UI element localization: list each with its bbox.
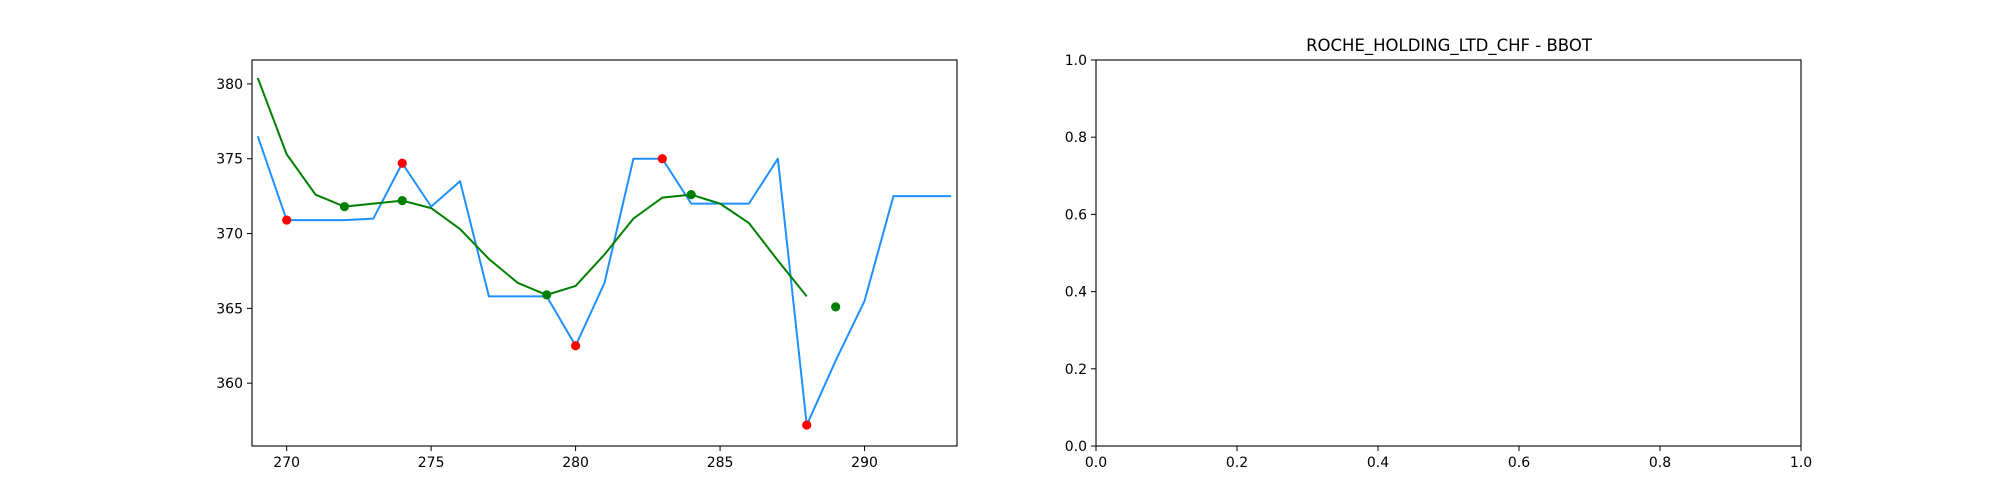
y-tick-label: 0.6 (1065, 207, 1087, 223)
y-tick-label: 0.0 (1065, 439, 1087, 455)
right-chart-title: ROCHE_HOLDING_LTD_CHF - BBOT (1306, 36, 1593, 56)
y-tick-label: 365 (216, 301, 243, 317)
x-tick-label: 0.8 (1649, 455, 1671, 471)
x-tick-label: 270 (273, 455, 300, 471)
right-axes-frame (1095, 59, 1802, 447)
series-point-3 (542, 290, 552, 300)
series-point-2 (282, 215, 292, 225)
x-tick-label: 0.6 (1508, 455, 1530, 471)
y-tick-label: 360 (216, 376, 243, 392)
y-tick-label: 0.8 (1065, 130, 1087, 146)
series-line-0 (256, 135, 952, 427)
x-tick-label: 275 (418, 455, 445, 471)
series-point-2 (397, 158, 407, 168)
series-point-2 (802, 420, 812, 430)
series-point-3 (831, 302, 841, 312)
x-tick-label: 280 (562, 455, 589, 471)
y-tick-label: 0.2 (1065, 362, 1087, 378)
left-x-axis: 270 275 280 285 290 (273, 446, 878, 471)
x-tick-label: 0.0 (1085, 455, 1107, 471)
series-point-2 (657, 154, 667, 164)
left-plot-area (256, 77, 952, 430)
right-chart: ROCHE_HOLDING_LTD_CHF - BBOT 0.0 0.2 0.4 0.… (1065, 36, 1812, 471)
right-x-axis: 0.0 0.2 0.4 0.6 0.8 1.0 (1085, 446, 1812, 471)
x-tick-label: 0.4 (1367, 455, 1389, 471)
left-y-axis: 360 365 370 375 380 (216, 77, 252, 392)
y-tick-label: 375 (216, 152, 243, 168)
y-tick-label: 1.0 (1065, 53, 1087, 69)
series-point-3 (686, 190, 696, 200)
x-tick-label: 285 (707, 455, 734, 471)
right-y-axis: 0.0 0.2 0.4 0.6 0.8 1.0 (1065, 53, 1096, 455)
series-line-1 (256, 77, 808, 298)
x-tick-label: 1.0 (1790, 455, 1812, 471)
left-chart: 270 275 280 285 290 360 365 370 375 380 (216, 59, 958, 471)
left-axes-frame (251, 59, 958, 447)
x-tick-label: 0.2 (1226, 455, 1248, 471)
x-tick-label: 290 (851, 455, 878, 471)
series-point-2 (571, 341, 581, 351)
y-tick-label: 370 (216, 227, 243, 243)
y-tick-label: 0.4 (1065, 285, 1087, 301)
y-tick-label: 380 (216, 77, 243, 93)
series-point-3 (339, 202, 350, 212)
series-point-3 (397, 196, 407, 206)
